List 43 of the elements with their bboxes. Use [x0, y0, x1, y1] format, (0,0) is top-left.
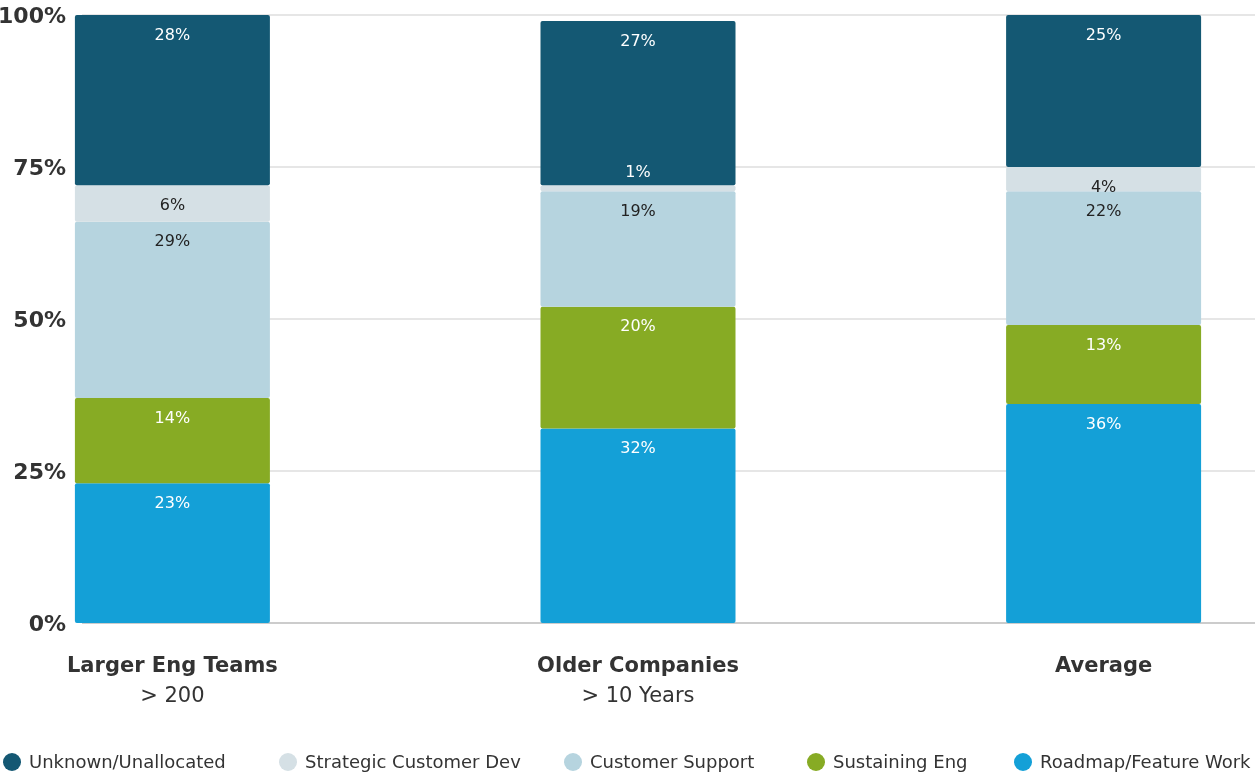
data-label: 6%: [159, 194, 186, 214]
data-label: 28%: [154, 24, 191, 44]
legend-label: Strategic Customer Dev: [305, 751, 522, 773]
y-tick-label: 0%: [28, 610, 66, 636]
data-label: 4%: [1090, 176, 1117, 196]
x-tick-label: Larger Eng Teams > 200: [66, 653, 278, 707]
y-tick-label: 50%: [13, 306, 66, 332]
data-label: 19%: [620, 200, 656, 220]
bar: [74, 15, 270, 186]
x-tick-label: Older Companies > 10 Years: [537, 653, 739, 707]
bar: [540, 191, 736, 307]
bar: [1006, 15, 1202, 167]
bar: [1006, 404, 1202, 623]
legend-label: Sustaining Eng: [833, 751, 968, 773]
bar: [540, 428, 736, 623]
y-tick-label: 100%: [0, 2, 66, 28]
bar: [1006, 325, 1202, 405]
bar: [74, 221, 270, 399]
bar: [540, 185, 736, 192]
bar: [74, 398, 270, 484]
bar: [1006, 191, 1202, 326]
bar: [540, 21, 736, 186]
data-label: 20%: [620, 316, 656, 336]
x-tick-label: Average: [1054, 653, 1153, 677]
data-label: 29%: [154, 231, 191, 251]
data-label: 27%: [620, 30, 656, 50]
bar: [74, 483, 270, 623]
data-label: 22%: [1085, 200, 1122, 220]
legend-label: Roadmap/Feature Work: [1040, 751, 1252, 773]
data-label: 23%: [154, 492, 191, 512]
data-label: 36%: [1085, 413, 1122, 433]
bar: [74, 185, 270, 222]
legend-label: Customer Support: [590, 751, 755, 773]
bar: [540, 306, 736, 429]
data-label: 13%: [1085, 334, 1122, 354]
y-tick-label: 75%: [13, 154, 66, 180]
legend-label: Unknown/Unallocated: [29, 751, 226, 773]
data-label: 1%: [625, 161, 651, 181]
y-tick-label: 25%: [13, 458, 66, 484]
data-label: 32%: [620, 438, 656, 458]
bar: [1006, 167, 1202, 192]
data-label: 25%: [1085, 24, 1122, 44]
data-label: 14%: [154, 407, 191, 427]
